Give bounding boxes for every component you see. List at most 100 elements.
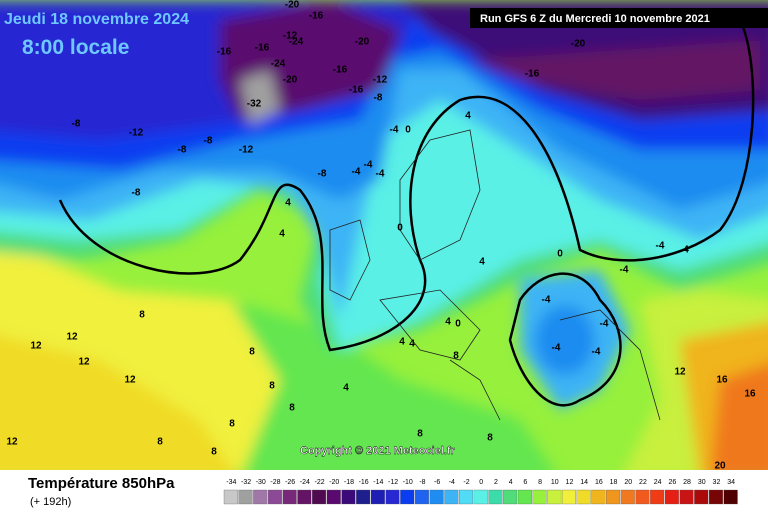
contour-label: 20 <box>714 461 726 472</box>
contour-label: -4 <box>656 241 665 252</box>
legend-swatch <box>223 489 238 505</box>
contour-label: 8 <box>211 447 217 458</box>
legend-label: 34 <box>727 479 735 486</box>
contour-label: 16 <box>744 389 756 400</box>
legend-swatch <box>694 489 709 505</box>
contour-label: -4 <box>600 319 609 330</box>
run-info: Run GFS 6 Z du Mercredi 10 novembre 2021 <box>480 13 710 25</box>
contour-label: 8 <box>249 347 255 358</box>
contour-label: -24 <box>271 59 286 70</box>
lead-time: (+ 192h) <box>30 496 71 508</box>
legend-swatch <box>400 489 415 505</box>
legend-swatch <box>370 489 385 505</box>
legend-label: -30 <box>256 479 266 486</box>
legend-swatch <box>503 489 518 505</box>
legend-label: -2 <box>463 479 469 486</box>
legend-label: -34 <box>226 479 236 486</box>
legend-swatch <box>561 489 576 505</box>
temperature-field: -20-16-16 -16-12-24-24-20-32-16-16-12-8-2… <box>0 0 768 472</box>
legend-swatch <box>297 489 312 505</box>
legend-label: -18 <box>344 479 354 486</box>
legend-label: 24 <box>654 479 662 486</box>
legend-label: -26 <box>285 479 295 486</box>
legend-swatch <box>723 489 738 505</box>
contour-label: 8 <box>139 310 145 321</box>
legend-label: 2 <box>494 479 498 486</box>
contour-label: -20 <box>355 37 370 48</box>
contour-label: 4 <box>343 383 349 394</box>
field-title: Température 850hPa <box>28 475 175 492</box>
contour-label: -4 <box>364 160 373 171</box>
legend-swatch <box>708 489 723 505</box>
legend-label: 22 <box>639 479 647 486</box>
legend-label: 4 <box>509 479 513 486</box>
contour-label: -8 <box>178 145 187 156</box>
legend-swatch <box>664 489 679 505</box>
contour-label: 12 <box>66 332 78 343</box>
legend-label: 18 <box>610 479 618 486</box>
legend-swatch <box>517 489 532 505</box>
contour-label: 4 <box>399 337 405 348</box>
contour-label: 4 <box>445 317 451 328</box>
legend-label: -14 <box>373 479 383 486</box>
legend-label: 20 <box>624 479 632 486</box>
legend-swatch <box>444 489 459 505</box>
contour-label: -16 <box>309 11 324 22</box>
contour-label: 8 <box>453 351 459 362</box>
contour-label: -8 <box>72 119 81 130</box>
legend-label: 30 <box>698 479 706 486</box>
legend-swatch <box>591 489 606 505</box>
legend-swatch <box>312 489 327 505</box>
legend-label: 10 <box>551 479 559 486</box>
legend-swatch <box>679 489 694 505</box>
contour-label: -4 <box>542 295 551 306</box>
legend-label: 32 <box>713 479 721 486</box>
legend-label: -20 <box>329 479 339 486</box>
contour-label: 12 <box>124 375 136 386</box>
legend-label: -12 <box>388 479 398 486</box>
legend-label: -10 <box>403 479 413 486</box>
legend-swatch <box>459 489 474 505</box>
copyright: Copyright © 2021 Meteociel.fr <box>300 445 456 457</box>
legend-swatch <box>547 489 562 505</box>
contour-label: -4 <box>552 343 561 354</box>
legend-label: 26 <box>668 479 676 486</box>
contour-label: -16 <box>255 43 270 54</box>
contour-label: -12 <box>239 145 254 156</box>
legend-swatch <box>488 489 503 505</box>
legend-label: 0 <box>479 479 483 486</box>
contour-label: -16 <box>217 47 232 58</box>
contour-label: 4 <box>683 245 689 256</box>
contour-label: -4 <box>376 169 385 180</box>
legend-label: 12 <box>566 479 574 486</box>
contour-label: 0 <box>405 125 411 136</box>
contour-label: -12 <box>373 75 388 86</box>
contour-label: -12 <box>283 31 298 42</box>
run-box <box>470 8 768 28</box>
legend-swatch <box>356 489 371 505</box>
legend-swatch <box>650 489 665 505</box>
contour-label: 0 <box>397 223 403 234</box>
contour-label: 16 <box>716 375 728 386</box>
legend-swatch <box>267 489 282 505</box>
legend-label: 8 <box>538 479 542 486</box>
contour-label: -20 <box>283 75 298 86</box>
contour-label: -8 <box>318 169 327 180</box>
contour-label: -16 <box>525 69 540 80</box>
legend-label: 16 <box>595 479 603 486</box>
legend-swatch <box>473 489 488 505</box>
legend-swatch <box>635 489 650 505</box>
contour-label: 8 <box>487 433 493 444</box>
legend-swatch <box>429 489 444 505</box>
contour-label: 4 <box>409 339 415 350</box>
contour-label: 12 <box>674 367 686 378</box>
legend-label: 28 <box>683 479 691 486</box>
legend-label: -32 <box>241 479 251 486</box>
contour-label: 8 <box>289 403 295 414</box>
legend-swatch <box>238 489 253 505</box>
legend-swatch <box>385 489 400 505</box>
contour-label: 0 <box>455 319 461 330</box>
valid-time: 8:00 locale <box>22 36 129 59</box>
